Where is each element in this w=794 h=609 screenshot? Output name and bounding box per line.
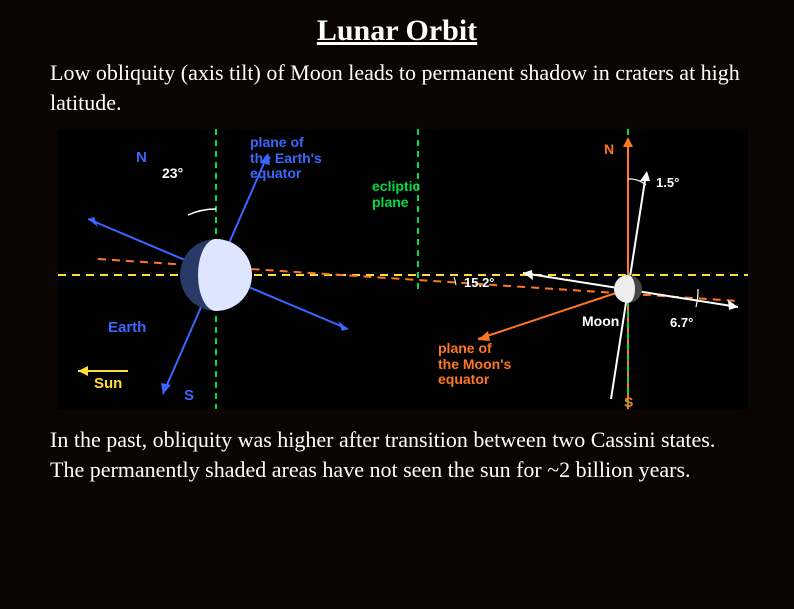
earth-tilt-arc [188, 209, 216, 215]
page-title: Lunar Orbit [0, 14, 794, 48]
moon-sphere [614, 275, 642, 303]
moon-s-label: S [624, 394, 633, 409]
moon-angle2-label: 6.7° [670, 315, 693, 330]
outro-text: In the past, obliquity was higher after … [0, 425, 794, 484]
sun-label: Sun [94, 375, 122, 392]
ecliptic-label: ecliptic plane [372, 179, 420, 210]
moon-angle-6p7 [696, 289, 698, 307]
moon-normal-arrow [623, 137, 633, 147]
moon-eq-label: plane of the Moon's equator [438, 341, 511, 387]
intro-text: Low obliquity (axis tilt) of Moon leads … [0, 58, 794, 117]
orbit-incl-label: 15.2° [464, 275, 495, 290]
earth-sphere [180, 239, 252, 311]
earth-name-label: Earth [108, 319, 146, 336]
moon-n-label: N [604, 141, 614, 157]
orbit-incl-arc [454, 277, 456, 285]
earth-n-label: N [136, 149, 147, 166]
earth-s-label: S [184, 387, 194, 404]
earth-tilt-label: 23° [162, 165, 183, 181]
earth-eq-label: plane of the Earth's equator [250, 135, 322, 181]
moon-angle1-label: 1.5° [656, 175, 679, 190]
moon-name-label: Moon [582, 313, 619, 329]
orbit-diagram: S N S 23° Earth Sun plane of the Earth's… [58, 129, 748, 409]
